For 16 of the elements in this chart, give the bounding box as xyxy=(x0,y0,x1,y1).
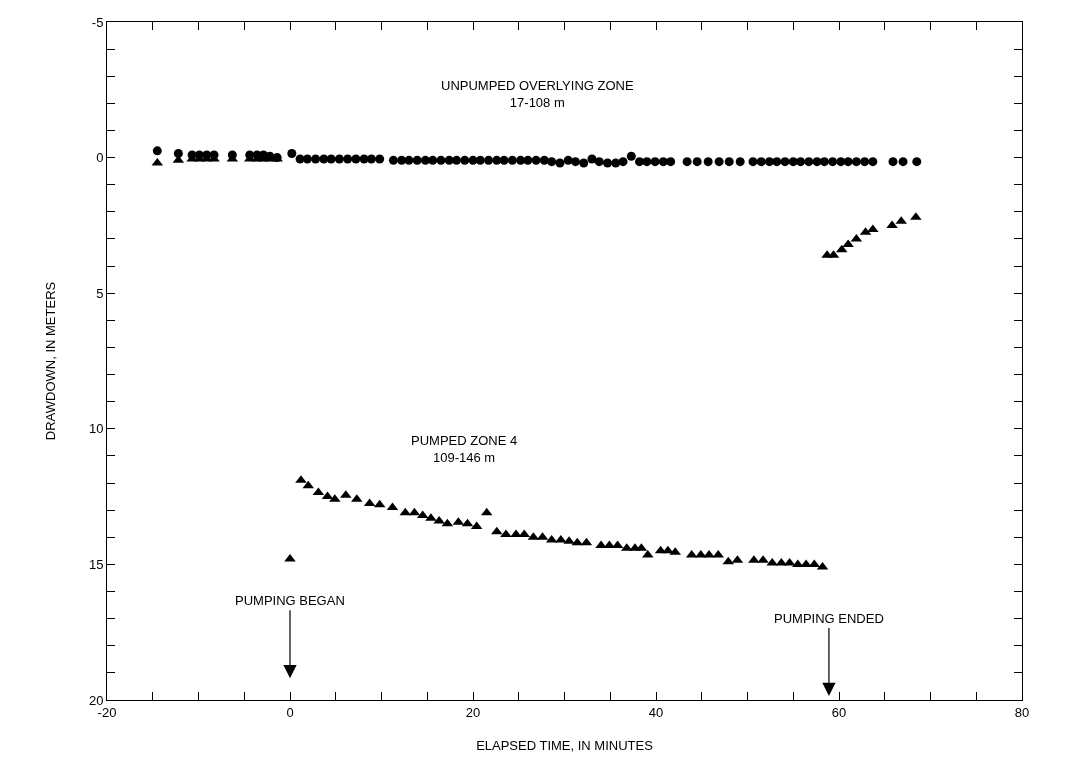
y-tick-label: -5 xyxy=(91,14,104,30)
y-axis-title: DRAWDOWN, IN METERS xyxy=(42,281,58,441)
y-tick-label: 15 xyxy=(88,556,104,572)
x-tick-label: 60 xyxy=(831,704,847,720)
annotation: PUMPING ENDED xyxy=(774,611,884,626)
y-tick-label: 0 xyxy=(96,150,104,166)
y-tick-label: 5 xyxy=(96,285,104,301)
x-tick-label: 80 xyxy=(1014,704,1030,720)
annotation: UNPUMPED OVERLYING ZONE 17-108 m xyxy=(441,78,634,110)
annotation: PUMPED ZONE 4 109-146 m xyxy=(411,433,518,465)
x-tick-label: 0 xyxy=(286,704,294,720)
x-tick-label: 40 xyxy=(648,704,664,720)
x-tick-label: 20 xyxy=(465,704,481,720)
annotation: PUMPING BEGAN xyxy=(235,593,345,608)
y-tick-label: 10 xyxy=(88,421,104,437)
x-axis-title: ELAPSED TIME, IN MINUTES xyxy=(476,738,654,754)
